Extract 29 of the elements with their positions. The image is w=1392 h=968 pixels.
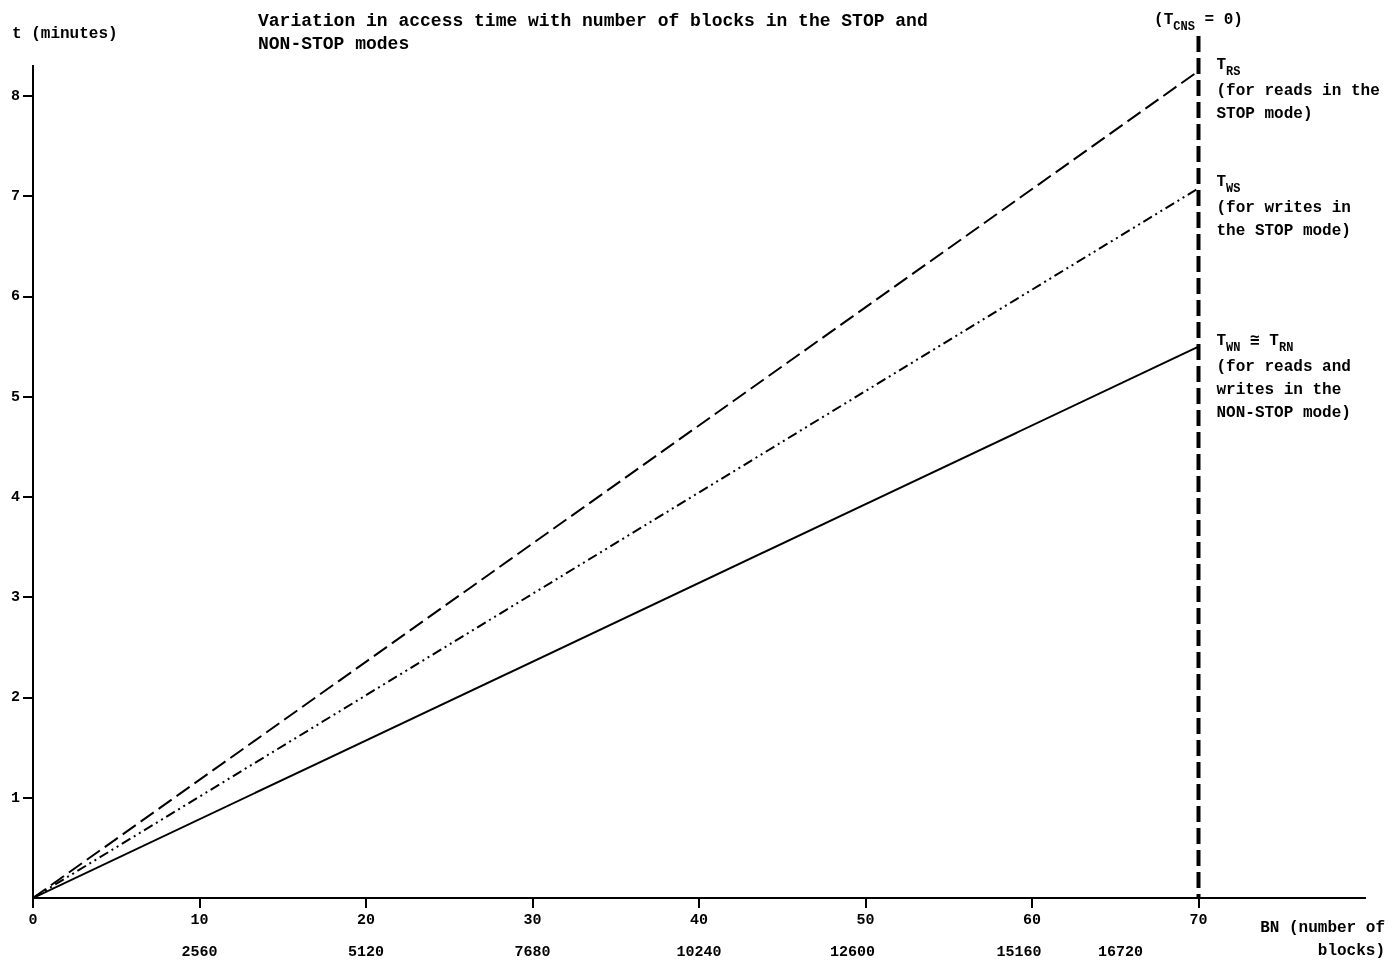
x-tick-label: 10 (190, 911, 209, 929)
x2-tick-label: 7680 (514, 943, 551, 961)
x-axis-title: BN (number of blocks) (1260, 919, 1385, 960)
y-tick-label: 3 (10, 589, 20, 607)
y-tick-label: 4 (10, 488, 20, 506)
y-tick-label: 5 (10, 388, 20, 406)
chart-title: Variation in access time with number of blocks in the STOP and NON-STOP modes (258, 10, 929, 56)
annotation: (for writes in the STOP mode) (1216, 199, 1351, 241)
annotation: (for reads and writes in the NON-STOP mode) (1216, 357, 1351, 422)
x-tick-label: 40 (689, 911, 709, 929)
x2-tick-label: 16720 (1097, 943, 1143, 961)
x-tick-label: 20 (356, 911, 376, 929)
y-tick-label: 1 (10, 789, 20, 807)
x-tick-label: 70 (1189, 911, 1208, 929)
y-axis-title: t (minutes) (12, 25, 118, 43)
x2-tick-label: 2560 (181, 943, 218, 961)
x2-tick-label: 15160 (996, 943, 1042, 961)
x-tick-label: 30 (523, 911, 542, 929)
x-tick-label: 60 (1022, 911, 1042, 929)
x2-tick-label: 10240 (676, 943, 722, 961)
y-tick-label: 8 (10, 87, 20, 105)
y-tick-label: 2 (10, 689, 20, 707)
x-tick-label: 50 (856, 911, 875, 929)
x2-tick-label: 12600 (829, 943, 875, 961)
x-tick-label: 0 (28, 911, 38, 929)
x2-tick-label: 5120 (347, 943, 385, 961)
y-tick-label: 6 (10, 288, 20, 306)
annotation: (for reads in the STOP mode) (1216, 82, 1380, 124)
y-tick-label: 7 (10, 188, 20, 206)
